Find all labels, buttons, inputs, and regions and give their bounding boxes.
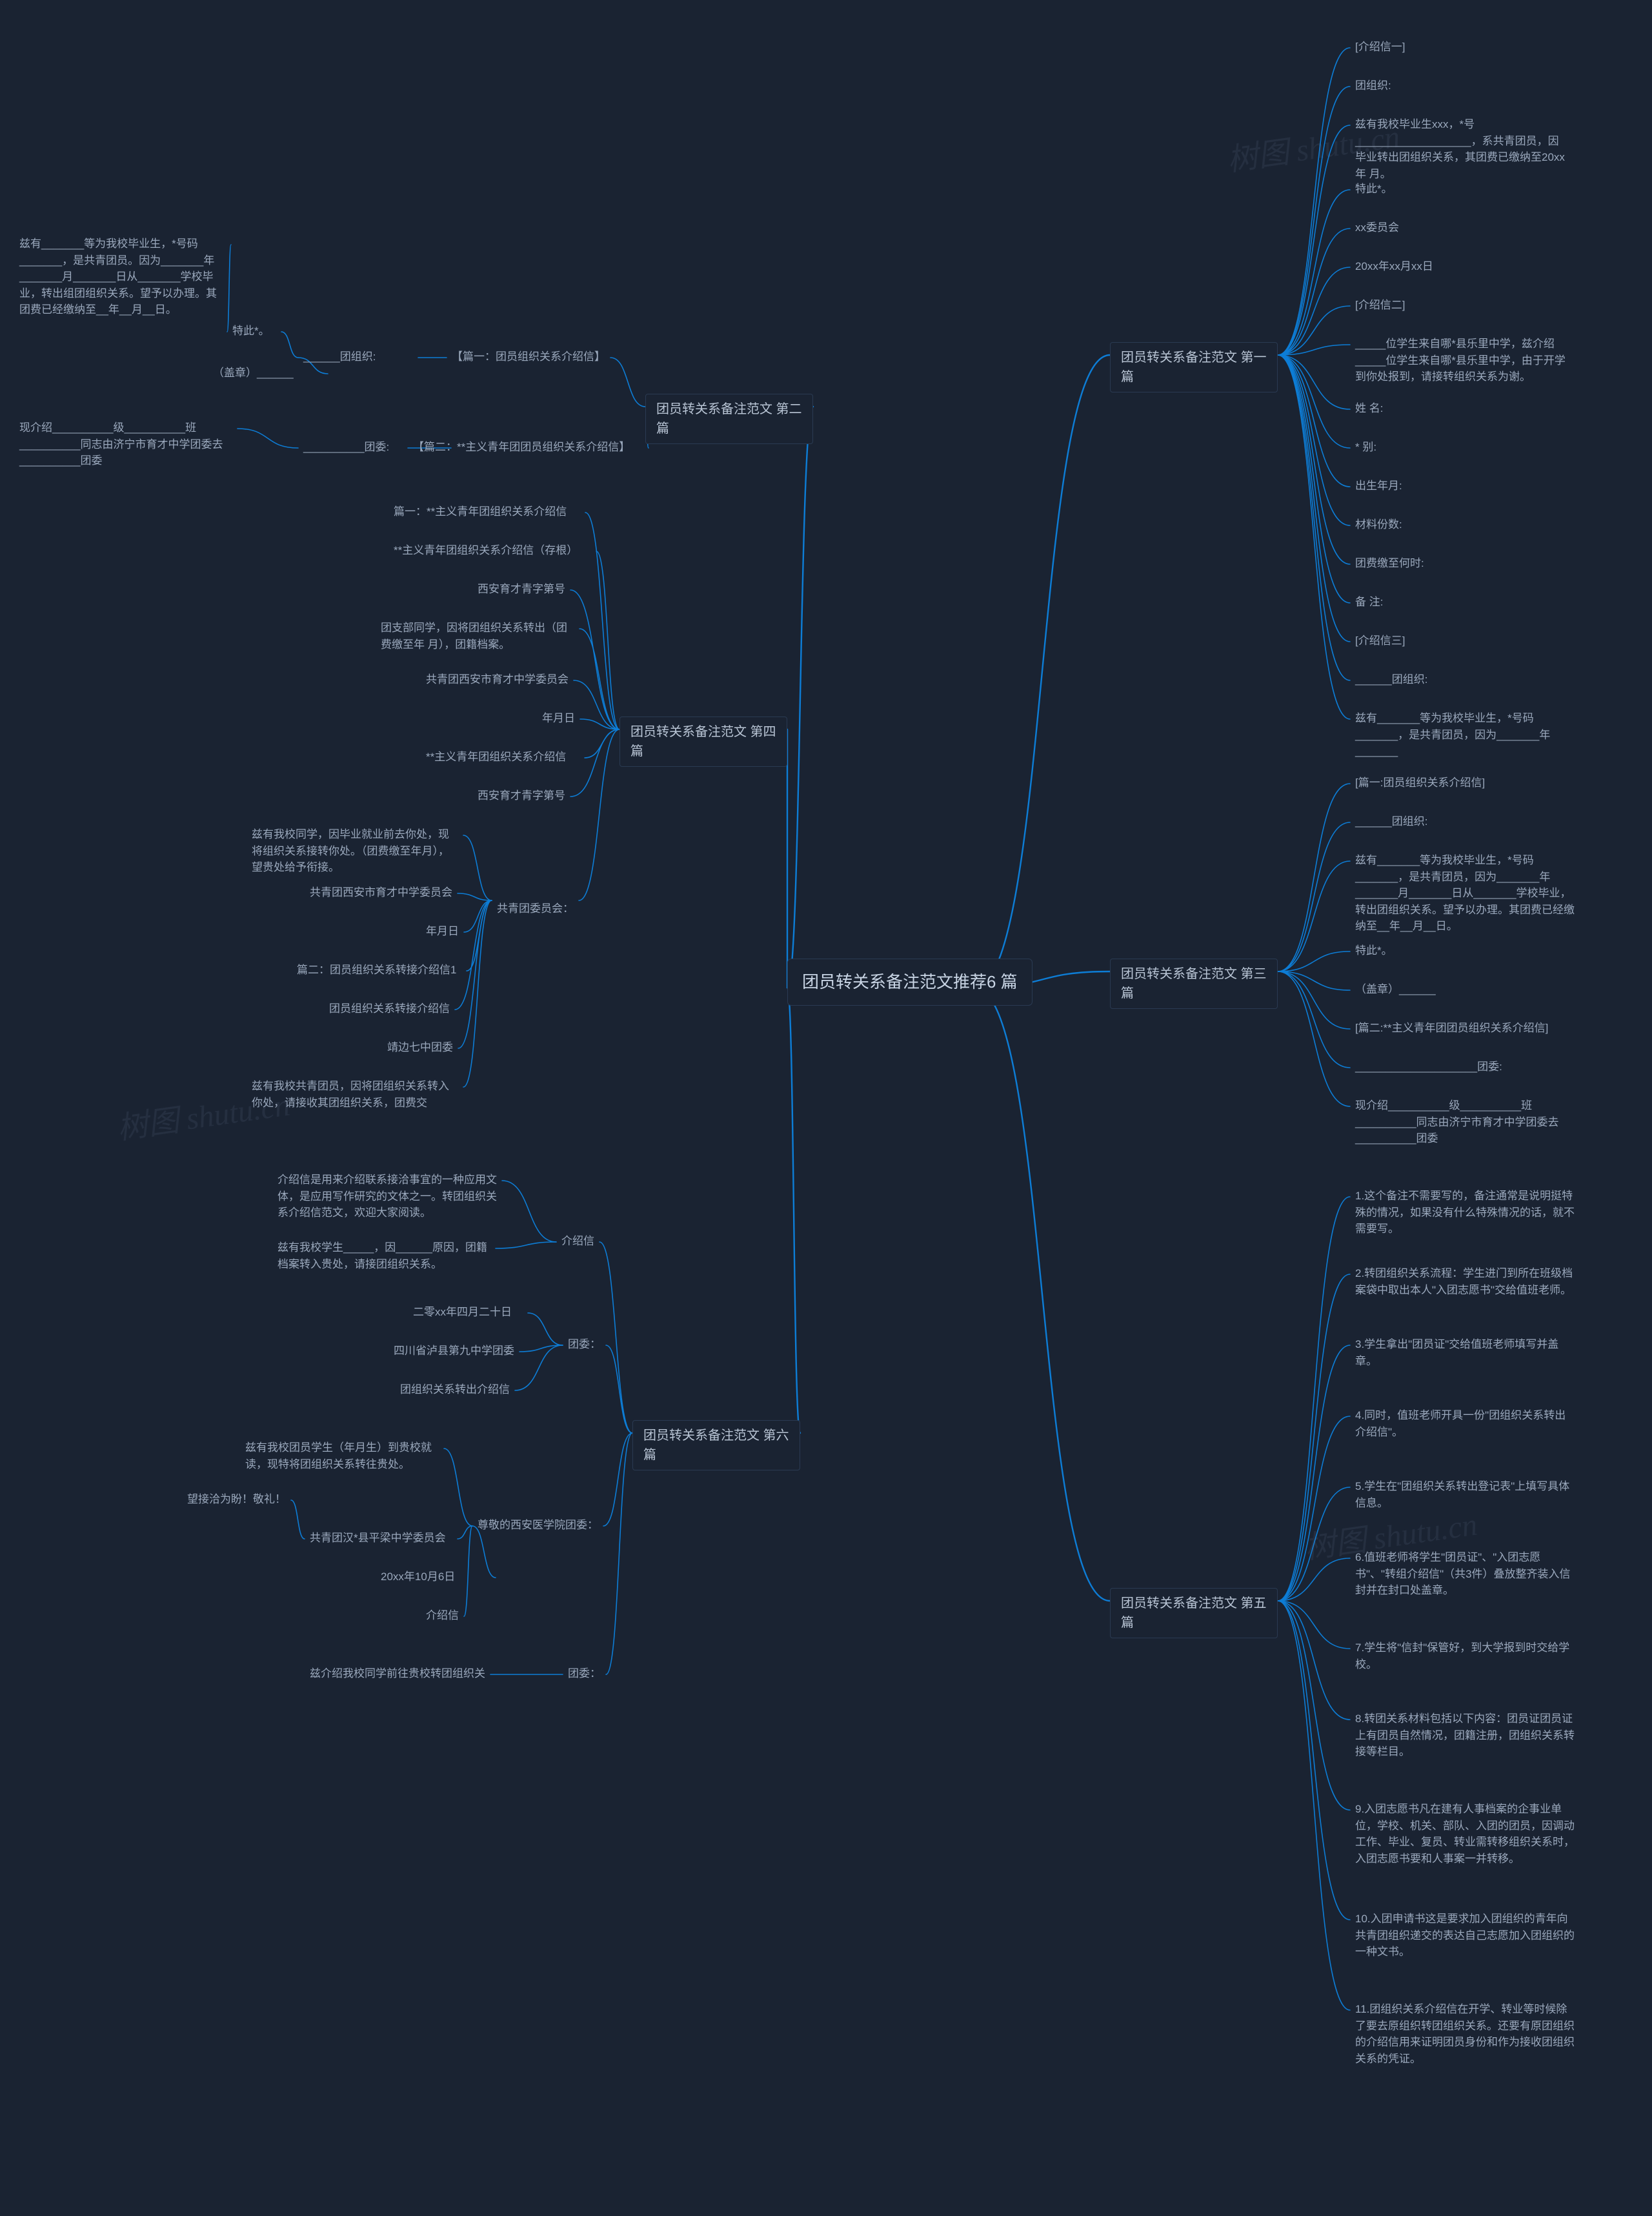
mindmap-leaf: 团组织:: [1355, 77, 1391, 94]
mindmap-leaf: [介绍信三]: [1355, 633, 1405, 649]
mindmap-leaf: 介绍信是用来介绍联系接洽事宜的一种应用文体，是应用写作研究的文体之一。转团组织关…: [277, 1172, 497, 1221]
mindmap-leaf: 特此*。: [1355, 181, 1393, 198]
mindmap-leaf: 【篇一：团员组织关系介绍信】: [452, 349, 605, 365]
mindmap-leaf: 特此*。: [232, 323, 270, 340]
mindmap-leaf: xx委员会: [1355, 219, 1399, 236]
mindmap-leaf: 兹有我校学生_____，因______原因，团籍档案转入贵处，请接团组织关系。: [277, 1239, 490, 1272]
mindmap-leaf: 年月日: [426, 923, 459, 940]
mindmap-leaf: 20xx年10月6日: [381, 1569, 455, 1585]
mindmap-leaf: 2.转团组织关系流程：学生进门到所在班级档案袋中取出本人"入团志愿书"交给值班老…: [1355, 1265, 1575, 1298]
mindmap-leaf: [介绍信一]: [1355, 39, 1405, 56]
mindmap-leaf: 11.团组织关系介绍信在开学、转业等时候除了要去原组织转团组织关系。还要有原团组…: [1355, 2001, 1575, 2067]
mindmap-leaf: 现介绍__________级__________班__________同志由济宁…: [19, 420, 232, 469]
mindmap-leaf: 姓 名:: [1355, 400, 1383, 417]
mindmap-leaf: _____位学生来自哪*县乐里中学，兹介绍_____位学生来自哪*县乐里中学，由…: [1355, 336, 1575, 385]
mindmap-leaf: 望接洽为盼！敬礼！: [187, 1491, 286, 1508]
mindmap-leaf: 年月日: [542, 710, 575, 727]
mindmap-leaf: 团委：: [568, 1665, 601, 1682]
mindmap-leaf: 出生年月:: [1355, 478, 1402, 494]
mindmap-leaf: **主义青年团组织关系介绍信（存根）: [394, 542, 578, 559]
mindmap-leaf: ______团组织:: [1355, 813, 1427, 830]
mindmap-leaf: 兹有_______等为我校毕业生，*号码_______，是共青团员。因为____…: [19, 236, 226, 318]
mindmap-leaf: * 别:: [1355, 439, 1376, 456]
mindmap-leaf: 8.转团关系材料包括以下内容：团员证团员证上有团员自然情况，团籍注册，团组织关系…: [1355, 1711, 1575, 1760]
mindmap-leaf: 西安育才青字第号: [478, 788, 565, 804]
mindmap-leaf: ____________________团委:: [1355, 1059, 1502, 1075]
mindmap-leaf: 共青团汉*县平梁中学委员会: [310, 1530, 446, 1547]
mindmap-leaf: 共青团西安市育才中学委员会: [310, 884, 452, 901]
mindmap-leaf: 四川省泸县第九中学团委: [394, 1343, 514, 1359]
mindmap-leaf: 6.值班老师将学生"团员证"、"入团志愿书"、"转组介绍信"（共3件）叠放整齐装…: [1355, 1549, 1575, 1599]
mindmap-leaf: 现介绍__________级__________班__________同志由济宁…: [1355, 1097, 1575, 1147]
mindmap-leaf: 篇二：团员组织关系转接介绍信1: [297, 962, 456, 979]
mindmap-leaf: __________团委:: [303, 439, 389, 456]
mindmap-branch: 团员转关系备注范文 第五篇: [1110, 1588, 1278, 1638]
mindmap-leaf: 4.同时，值班老师开具一份"团组织关系转出介绍信"。: [1355, 1407, 1575, 1440]
mindmap-leaf: 兹有_______等为我校毕业生，*号码_______，是共青团员，因为____…: [1355, 852, 1575, 935]
mindmap-leaf: 5.学生在"团组织关系转出登记表"上填写具体信息。: [1355, 1478, 1575, 1511]
mindmap-leaf: （盖章）______: [1355, 981, 1436, 998]
mindmap-branch: 团员转关系备注范文 第二篇: [645, 394, 813, 444]
mindmap-leaf: 介绍信: [561, 1233, 594, 1250]
mindmap-branch: 团员转关系备注范文 第三篇: [1110, 959, 1278, 1009]
mindmap-leaf: 团委：: [568, 1336, 601, 1353]
mindmap-leaf: 9.入团志愿书凡在建有人事档案的企事业单位，学校、机关、部队、入团的团员，因调动…: [1355, 1801, 1575, 1867]
mindmap-leaf: （盖章）______: [213, 365, 294, 381]
mindmap-leaf: 兹有我校同学，因毕业就业前去你处，现将组织关系接转你处。（团费缴至年月），望贵处…: [252, 826, 458, 876]
mindmap-leaf: 尊敬的西安医学院团委：: [478, 1517, 598, 1534]
mindmap-leaf: 共青团西安市育才中学委员会: [426, 671, 569, 688]
mindmap-leaf: 1.这个备注不需要写的，备注通常是说明挺特殊的情况，如果没有什么特殊情况的话，就…: [1355, 1188, 1575, 1237]
mindmap-leaf: 团支部同学，因将团组织关系转出（团费缴至年 月），团籍档案。: [381, 620, 574, 653]
mindmap-leaf: [介绍信二]: [1355, 297, 1405, 314]
mindmap-leaf: 【篇二：**主义青年团团员组织关系介绍信】: [413, 439, 630, 456]
mindmap-leaf: 10.入团申请书这是要求加入团组织的青年向共青团组织递交的表达自己志愿加入团组织…: [1355, 1911, 1575, 1960]
mindmap-leaf: 20xx年xx月xx日: [1355, 258, 1433, 275]
mindmap-leaf: 西安育才青字第号: [478, 581, 565, 598]
mindmap-leaf: [篇二:**主义青年团团员组织关系介绍信]: [1355, 1020, 1548, 1037]
mindmap-leaf: 备 注:: [1355, 594, 1383, 611]
mindmap-branch: 团员转关系备注范文 第六篇: [632, 1420, 800, 1470]
mindmap-leaf: ______团组织:: [1355, 671, 1427, 688]
mindmap-leaf: 团组织关系转出介绍信: [400, 1381, 510, 1398]
mindmap-leaf: 兹介绍我校同学前往贵校转团组织关: [310, 1665, 485, 1682]
mindmap-leaf: 靖边七中团委: [387, 1039, 453, 1056]
mindmap-leaf: 兹有_______等为我校毕业生，*号码_______，是共青团员，因为____…: [1355, 710, 1575, 760]
mindmap-leaf: 团员组织关系转接介绍信: [329, 1001, 450, 1017]
mindmap-leaf: 兹有我校毕业生xxx，*号___________________，系共青团员，因…: [1355, 116, 1568, 182]
mindmap-branch: 团员转关系备注范文 第一篇: [1110, 342, 1278, 392]
mindmap-leaf: 共青团委员会：: [497, 900, 574, 917]
mindmap-leaf: ______团组织:: [303, 349, 376, 365]
mindmap-branch: 团员转关系备注范文 第四篇: [620, 717, 787, 767]
mindmap-leaf: 材料份数:: [1355, 516, 1402, 533]
mindmap-leaf: 介绍信: [426, 1607, 459, 1624]
mindmap-leaf: 7.学生将"信封"保管好，到大学报到时交给学校。: [1355, 1640, 1575, 1672]
mindmap-root: 团员转关系备注范文推荐6 篇: [787, 959, 1032, 1006]
mindmap-leaf: 二零xx年四月二十日: [413, 1304, 512, 1321]
mindmap-leaf: 兹有我校共青团员，因将团组织关系转入你处，请接收其团组织关系，团费交: [252, 1078, 458, 1111]
mindmap-leaf: [篇一:团员组织关系介绍信]: [1355, 775, 1485, 791]
mindmap-leaf: 特此*。: [1355, 942, 1393, 959]
mindmap-leaf: **主义青年团组织关系介绍信: [426, 749, 566, 766]
mindmap-leaf: 团费缴至何时:: [1355, 555, 1424, 572]
mindmap-leaf: 兹有我校团员学生（年月生）到贵校就读，现特将团组织关系转往贵处。: [245, 1439, 439, 1472]
mindmap-leaf: 3.学生拿出"团员证"交给值班老师填写并盖章。: [1355, 1336, 1575, 1369]
mindmap-leaf: 篇一：**主义青年团组织关系介绍信: [394, 503, 567, 520]
